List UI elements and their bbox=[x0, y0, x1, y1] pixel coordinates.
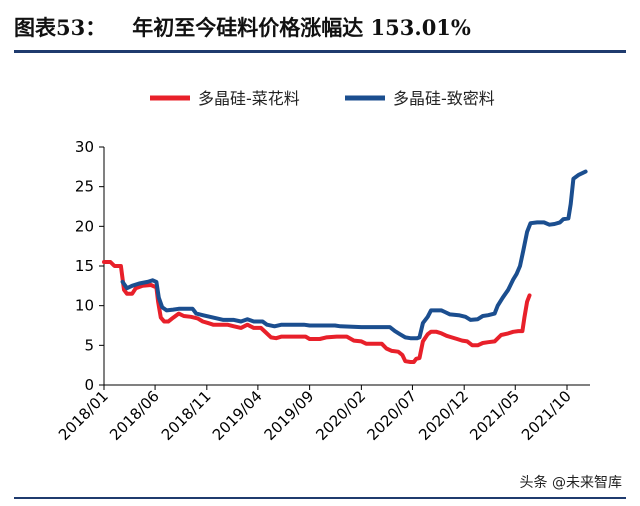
figure-heading: 年初至今硅料价格涨幅达 153.01% bbox=[132, 15, 471, 40]
y-tick-label: 10 bbox=[75, 297, 94, 315]
x-tick-label: 2020/12 bbox=[415, 387, 472, 444]
y-tick-label: 5 bbox=[84, 336, 94, 354]
x-tick-label: 2019/04 bbox=[209, 387, 266, 444]
watermark: 头条 @未来智库 bbox=[519, 475, 622, 491]
legend: 多晶硅-菜花料 多晶硅-致密料 bbox=[150, 89, 495, 108]
x-tick-label: 2018/11 bbox=[158, 387, 215, 444]
x-tick-label: 2020/07 bbox=[363, 387, 420, 444]
x-tick-label: 2018/06 bbox=[106, 387, 163, 444]
bottom-divider bbox=[14, 497, 626, 499]
series-line-1 bbox=[120, 169, 588, 341]
x-axis: 2018/012018/062018/112019/042019/092020/… bbox=[55, 384, 590, 444]
x-tick-label: 2019/09 bbox=[261, 387, 318, 444]
x-tick-label: 2018/01 bbox=[55, 387, 112, 444]
y-axis: 0 5 10 15 20 25 30 bbox=[75, 138, 105, 394]
figure-title: 图表53： 年初至今硅料价格涨幅达 153.01% bbox=[14, 12, 471, 42]
x-tick-label: 2021/10 bbox=[518, 387, 575, 444]
y-tick-label: 0 bbox=[84, 376, 94, 394]
y-tick-label: 25 bbox=[75, 178, 94, 196]
y-tick-label: 15 bbox=[75, 257, 94, 275]
legend-label-0: 多晶硅-菜花料 bbox=[198, 89, 300, 108]
top-divider bbox=[14, 50, 626, 53]
x-tick-label: 2020/02 bbox=[312, 387, 369, 444]
y-tick-label: 20 bbox=[75, 217, 94, 235]
x-tick-label: 2021/05 bbox=[466, 387, 523, 444]
figure-label: 图表53： bbox=[14, 15, 107, 40]
legend-label-1: 多晶硅-致密料 bbox=[393, 89, 495, 108]
series-layer bbox=[102, 169, 588, 364]
y-tick-label: 30 bbox=[75, 138, 94, 156]
series-line-0 bbox=[102, 260, 532, 364]
